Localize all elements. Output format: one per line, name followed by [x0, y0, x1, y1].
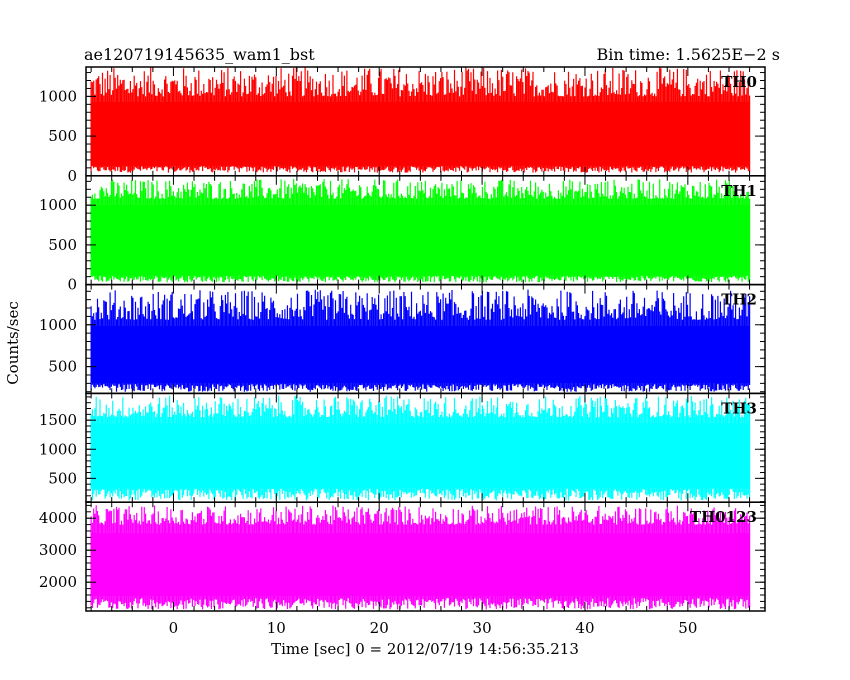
y-tick-label: 4000	[39, 509, 77, 527]
panel-label-th2: TH2	[721, 291, 757, 309]
y-tick-label: 1000	[39, 440, 77, 458]
figure-title-right: Bin time: 1.5625E−2 s	[597, 45, 780, 64]
y-tick-label: 2000	[39, 573, 77, 591]
y-tick-label: 3000	[39, 541, 77, 559]
series-line-th0	[90, 67, 751, 173]
x-tick-label: 10	[267, 619, 286, 637]
panels-group: 05001000TH005001000TH15001000TH250010001…	[39, 66, 766, 637]
series-line-th3	[90, 395, 751, 501]
y-tick-label: 500	[48, 236, 77, 254]
y-tick-label: 500	[48, 358, 77, 376]
x-tick-label: 20	[370, 619, 389, 637]
series-line-th0123	[90, 505, 751, 610]
y-tick-label: 1000	[39, 316, 77, 334]
y-tick-label: 0	[67, 276, 77, 294]
y-axis-label: Counts/sec	[4, 301, 22, 385]
y-tick-label: 1000	[39, 87, 77, 105]
panel-label-th3: TH3	[721, 399, 757, 417]
y-tick-label: 1500	[39, 411, 77, 429]
x-axis-label: Time [sec] 0 = 2012/07/19 14:56:35.213	[271, 640, 579, 658]
series-line-th2	[90, 289, 751, 392]
x-tick-label: 0	[169, 619, 179, 637]
series-line-th1	[90, 179, 751, 283]
x-tick-label: 30	[473, 619, 492, 637]
y-tick-label: 0	[67, 167, 77, 185]
panel-label-th0: TH0	[721, 73, 757, 91]
y-tick-label: 1000	[39, 196, 77, 214]
x-tick-label: 50	[678, 619, 697, 637]
panel-label-th0123: TH0123	[690, 508, 757, 526]
y-tick-label: 500	[48, 469, 77, 487]
panel-label-th1: TH1	[721, 182, 757, 200]
x-tick-label: 40	[575, 619, 594, 637]
y-tick-label: 500	[48, 127, 77, 145]
figure-title-left: ae120719145635_wam1_bst	[84, 45, 315, 64]
